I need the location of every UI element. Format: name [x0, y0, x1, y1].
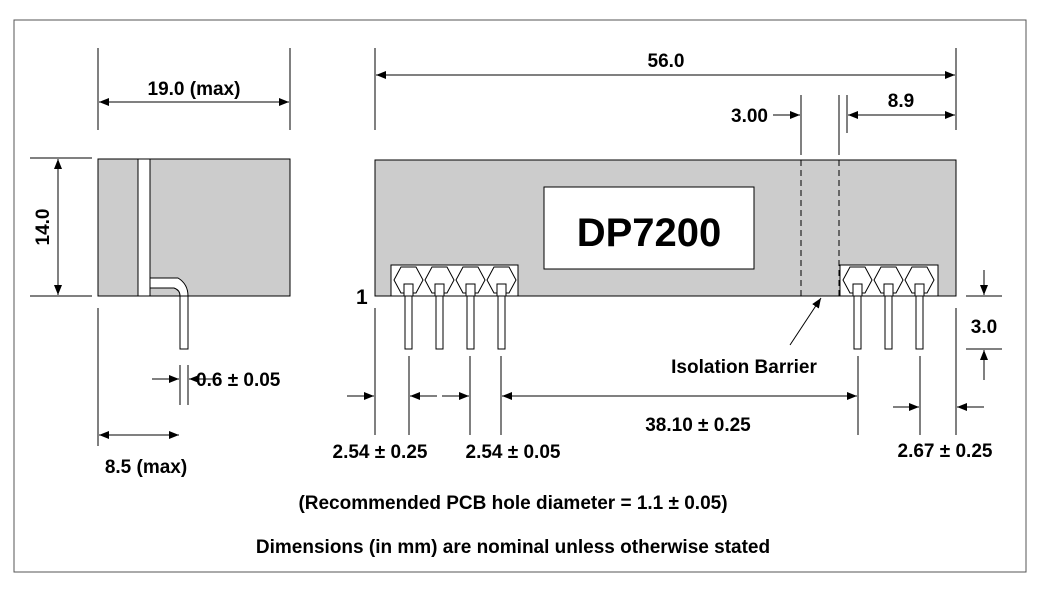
dim-pitch-edge: 2.54 ± 0.25 [333, 392, 437, 463]
pitch-pins-label: 2.54 ± 0.05 [466, 442, 561, 463]
pin [884, 295, 893, 350]
dim-right-offset: 8.9 [846, 91, 955, 133]
bottom-extension-lines [374, 308, 957, 435]
nominal-note: Dimensions (in mm) are nominal unless ot… [256, 537, 770, 558]
isolation-barrier-label: Isolation Barrier [671, 357, 817, 378]
pin [435, 295, 444, 350]
product-name: DP7200 [577, 211, 722, 255]
dim-side-width: 19.0 (max) [97, 48, 291, 130]
side-pcb-edge [137, 158, 151, 297]
pin [497, 295, 506, 350]
left-connector [390, 264, 519, 350]
right-edge-label: 2.67 ± 0.25 [898, 441, 993, 462]
pin [404, 295, 413, 350]
side-depth-label: 8.5 (max) [105, 457, 187, 478]
dim-right-edge: 2.67 ± 0.25 [893, 403, 993, 462]
dim-side-depth: 8.5 (max) [97, 308, 187, 478]
dim-overall-length: 56.0 [374, 48, 957, 130]
pin [466, 295, 475, 350]
side-view [97, 158, 291, 350]
overall-length-label: 56.0 [648, 51, 685, 72]
dim-pin-diameter: 0.6 ± 0.05 [152, 365, 281, 405]
group-spacing-label: 38.10 ± 0.25 [645, 415, 751, 436]
side-width-label: 19.0 (max) [148, 79, 241, 100]
barrier-gap-label: 3.00 [731, 106, 768, 127]
drawing-frame [13, 19, 1027, 573]
dim-group-spacing: 38.10 ± 0.25 [502, 392, 857, 436]
product-label-box [543, 186, 755, 270]
pin-length-label: 3.0 [971, 317, 997, 338]
pcb-hole-note: (Recommended PCB hole diameter = 1.1 ± 0… [298, 493, 727, 514]
pin-diameter-label: 0.6 ± 0.05 [196, 370, 281, 391]
side-body [97, 158, 291, 297]
dim-side-height: 14.0 [30, 157, 92, 297]
dim-pin-length: 3.0 [966, 270, 1002, 380]
side-height-label: 14.0 [33, 209, 54, 246]
pin [915, 295, 924, 350]
right-offset-label: 8.9 [888, 91, 914, 112]
pin1-marker: 1 [356, 286, 368, 309]
pin [853, 295, 862, 350]
pitch-edge-label: 2.54 ± 0.25 [333, 442, 428, 463]
dim-barrier-gap: 3.00 [731, 95, 840, 155]
right-connector [839, 264, 939, 350]
dim-pitch-pins: 2.54 ± 0.05 [442, 392, 561, 463]
side-pin [179, 295, 189, 350]
isolation-barrier-callout: Isolation Barrier [671, 297, 822, 378]
